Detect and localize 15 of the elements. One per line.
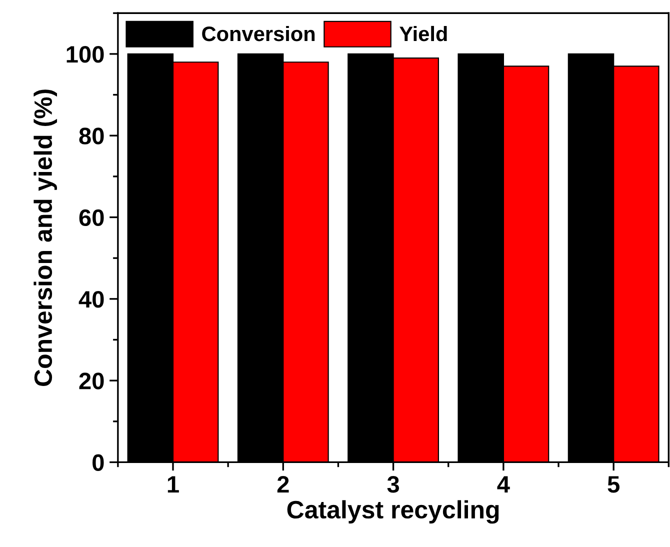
x-tick-label: 4 — [497, 476, 510, 493]
legend-label: Conversion — [202, 26, 315, 42]
y-tick-label: 100 — [66, 46, 104, 63]
legend-label: Yield — [400, 26, 447, 42]
y-tick-label: 60 — [79, 209, 104, 226]
y-tick-label: 0 — [92, 454, 104, 472]
y-axis-title: Conversion and yield (%) — [34, 90, 57, 386]
y-tick-label: 20 — [79, 372, 104, 390]
y-tick-label: 80 — [79, 128, 104, 144]
y-tick-label: 40 — [78, 290, 104, 308]
x-tick-label: 5 — [608, 476, 620, 493]
x-tick-label: 2 — [277, 476, 289, 493]
x-tick-label: 3 — [387, 476, 400, 493]
x-axis-title: Catalyst recycling — [287, 500, 499, 524]
x-tick-label: 1 — [168, 476, 179, 493]
